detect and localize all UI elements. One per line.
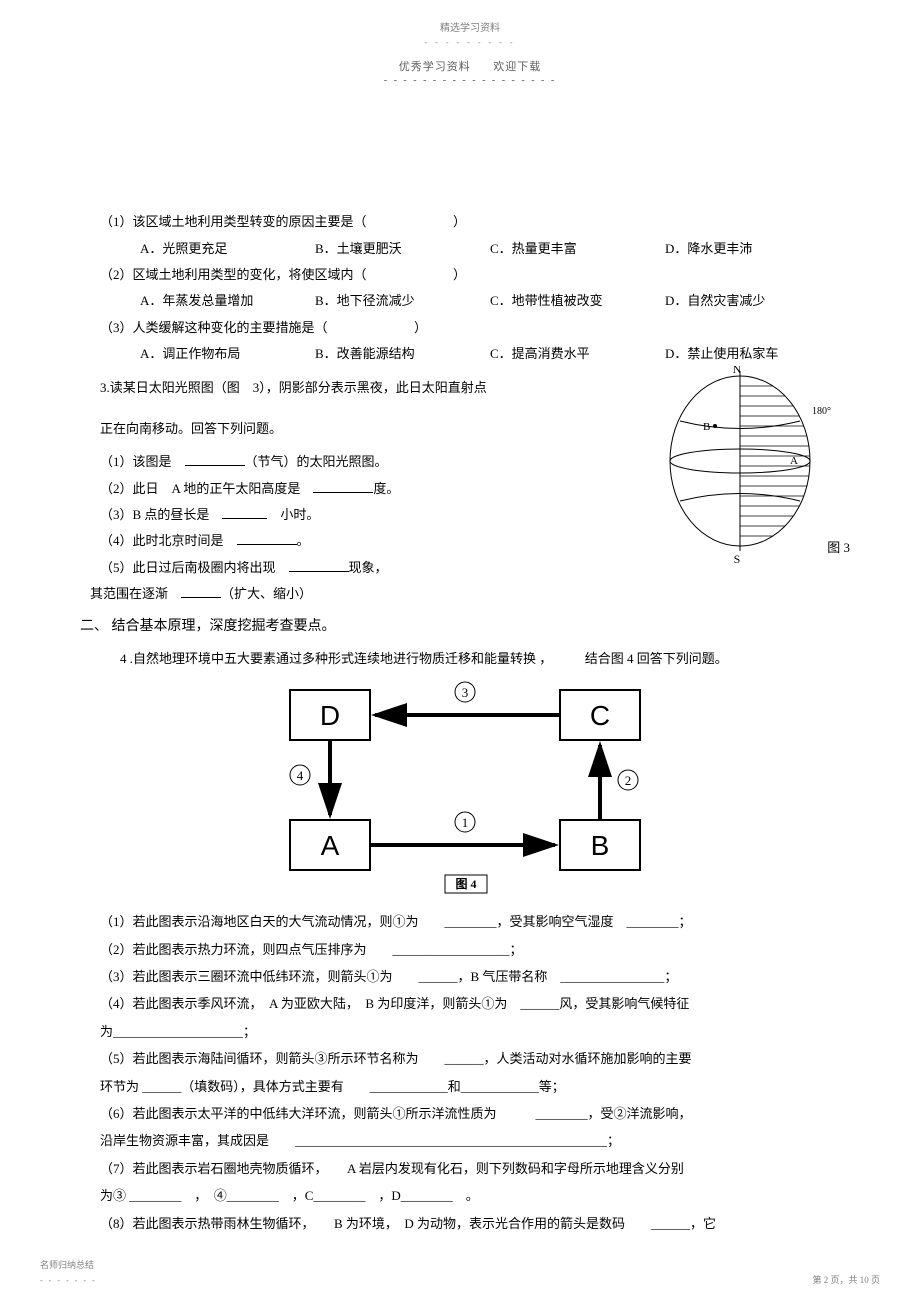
- q3-sub3b: 小时。: [267, 507, 319, 522]
- q1-text: （1）该区域土地利用类型转变的原因主要是（: [100, 214, 367, 229]
- q2b-optA: A．调正作物布局: [140, 342, 315, 365]
- q2b-optC: C．提高消费水平: [490, 342, 665, 365]
- arrow-4: 4: [297, 768, 304, 783]
- q1-optC: C．热量更丰富: [490, 237, 665, 260]
- arrow-2: 2: [625, 773, 632, 788]
- q3-sub1a: （1）该图是: [100, 454, 185, 469]
- q2-paren: ）: [453, 267, 466, 282]
- q2-optA: A．年蒸发总量增加: [140, 289, 315, 312]
- q4-sub2: （2）若此图表示热力环流，则四点气压排序为 __________________…: [100, 938, 840, 961]
- q4-sub4: （4）若此图表示季风环流， A 为亚欧大陆， B 为印度洋，则箭头①为 ____…: [100, 992, 840, 1015]
- q3-sub2a: （2）此日 A 地的正午太阳高度是: [100, 481, 313, 496]
- q4-sub7: （7）若此图表示岩石圈地壳物质循环， A 岩层内发现有化石，则下列数码和字母所示…: [100, 1157, 840, 1180]
- q3-sub5a: （5）此日过后南极圈内将出现: [100, 560, 289, 575]
- q2b-text: （3）人类缓解这种变化的主要措施是（: [100, 320, 328, 335]
- footer-right: 第 2 页，共 10 页: [812, 1272, 880, 1288]
- q3-sub4b: 。: [297, 533, 310, 548]
- q1-options: A．光照更充足 B．土壤更肥沃 C．热量更丰富 D．降水更丰沛: [100, 237, 840, 260]
- box-B: B: [591, 830, 610, 861]
- q3-sub6: 其范围在逐渐 （扩大、缩小）: [90, 582, 840, 605]
- q1-paren: ）: [453, 214, 466, 229]
- q4-diagram: D C A B 3 1 4 2: [100, 680, 840, 900]
- q4-sub6: （6）若此图表示太平洋的中低纬大洋环流，则箭头①所示洋流性质为 ________…: [100, 1102, 840, 1125]
- q3-sub6a: 其范围在逐渐: [90, 586, 181, 601]
- header-dashes: - - - - - - - - -: [80, 36, 860, 50]
- globe-A: A: [790, 455, 798, 467]
- globe-N: N: [733, 366, 742, 376]
- fig3-label: 图 3: [827, 536, 850, 559]
- q4-sub5: （5）若此图表示海陆间循环，则箭头③所示环节名称为 ______，人类活动对水循…: [100, 1047, 840, 1070]
- q4-sub8: （8）若此图表示热带雨林生物循环， B 为环境， D 为动物，表示光合作用的箭头…: [100, 1212, 840, 1235]
- q1-optD: D．降水更丰沛: [665, 237, 840, 260]
- footer-left-dashes: - - - - - - -: [40, 1274, 97, 1288]
- q4-sub3: （3）若此图表示三圈环流中低纬环流，则箭头①为 ______，B 气压带名称 _…: [100, 965, 840, 988]
- globe-B: B: [703, 421, 710, 433]
- q3-sub1b: （节气）的太阳光照图。: [245, 454, 388, 469]
- q4-sub7b: 为③ ________ ， ④________ ，C________ ，D___…: [100, 1184, 840, 1207]
- q1-stem: （1）该区域土地利用类型转变的原因主要是（ ）: [100, 210, 840, 233]
- box-C: C: [590, 700, 610, 731]
- q3-sub6b: （扩大、缩小）: [221, 586, 312, 601]
- globe-S: S: [734, 552, 741, 566]
- box-D: D: [320, 700, 340, 731]
- q1-optA: A．光照更充足: [140, 237, 315, 260]
- q3-sub2b: 度。: [373, 481, 399, 496]
- fig4-label: 图 4: [455, 877, 476, 891]
- q4-sub5b: 环节为 ______（填数码），具体方式主要有 ____________和___…: [100, 1075, 840, 1098]
- arrow-1: 1: [462, 815, 469, 830]
- q2b-optB: B．改善能源结构: [315, 342, 490, 365]
- q2-options: A．年蒸发总量增加 B．地下径流减少 C．地带性植被改变 D．自然灾害减少: [100, 289, 840, 312]
- header-sub-dashes: - - - - - - - - - - - - - - - - - -: [80, 72, 860, 90]
- q3-block: N S B A 180° 图 3 3.读某日太阳光照图（图 3），阴影部分表示黑…: [100, 376, 840, 606]
- q2-text: （2）区域土地利用类型的变化，将使区域内（: [100, 267, 367, 282]
- q3-sub4a: （4）此时北京时间是: [100, 533, 237, 548]
- q2-optC: C．地带性植被改变: [490, 289, 665, 312]
- footer-left-text: 名师归纳总结: [40, 1257, 97, 1273]
- globe-180: 180°: [812, 406, 831, 417]
- q1-optB: B．土壤更肥沃: [315, 237, 490, 260]
- q2-optD: D．自然灾害减少: [665, 289, 840, 312]
- q2b-paren: ）: [414, 320, 427, 335]
- q2-optB: B．地下径流减少: [315, 289, 490, 312]
- q3-sub5b: 现象，: [349, 560, 388, 575]
- q2b-optD: D．禁止使用私家车: [665, 342, 840, 365]
- q2b-stem: （3）人类缓解这种变化的主要措施是（ ）: [100, 316, 840, 339]
- footer-left: 名师归纳总结 - - - - - - -: [40, 1257, 97, 1288]
- q2b-options: A．调正作物布局 B．改善能源结构 C．提高消费水平 D．禁止使用私家车: [100, 342, 840, 365]
- q2-stem: （2）区域土地利用类型的变化，将使区域内（ ）: [100, 263, 840, 286]
- arrow-3: 3: [462, 685, 469, 700]
- q4-intro: 4 .自然地理环境中五大要素通过多种形式连续地进行物质迁移和能量转换 ， 结合图…: [120, 647, 840, 670]
- content-area: （1）该区域土地利用类型转变的原因主要是（ ） A．光照更充足 B．土壤更肥沃 …: [80, 210, 860, 1235]
- box-A: A: [321, 830, 340, 861]
- q4-answers: （1）若此图表示沿海地区白天的大气流动情况，则①为 ________，受其影响空…: [100, 910, 840, 1235]
- q3-sub3a: （3）B 点的昼长是: [100, 507, 222, 522]
- q4-sub6b: 沿岸生物资源丰富，其成因是 __________________________…: [100, 1129, 840, 1152]
- q4-sub1: （1）若此图表示沿海地区白天的大气流动情况，则①为 ________，受其影响空…: [100, 910, 840, 933]
- globe-figure: N S B A 180° 图 3: [660, 366, 840, 566]
- q4-sub4b: 为____________________；: [100, 1020, 840, 1043]
- section2-title: 二、 结合基本原理，深度挖掘考查要点。: [80, 614, 840, 639]
